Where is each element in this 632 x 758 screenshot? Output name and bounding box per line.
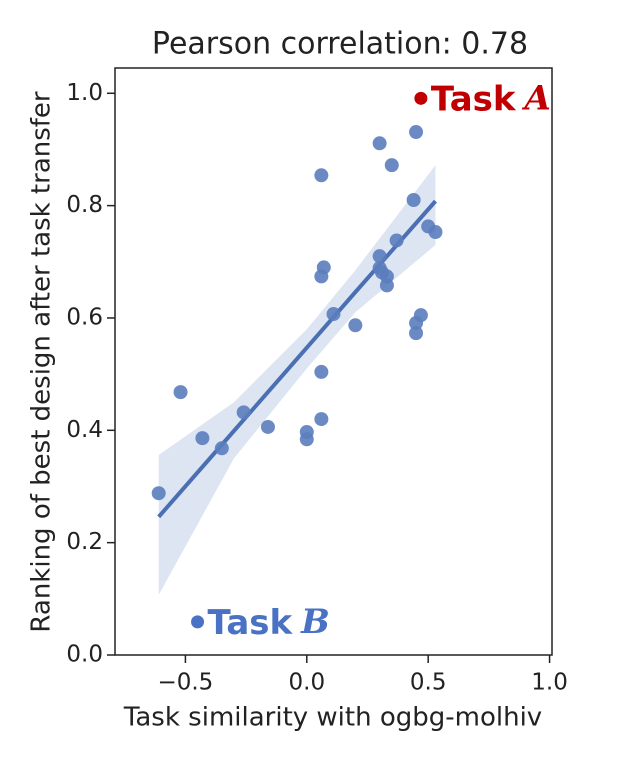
- annotation: Task A: [431, 78, 551, 119]
- point: [413, 308, 428, 323]
- x-tick-label: 0.0: [289, 670, 326, 696]
- point: [389, 233, 404, 248]
- x-tick-label: 1.0: [531, 670, 568, 696]
- y-tick-label: 0.6: [66, 304, 103, 330]
- x-tick-label: 0.5: [410, 670, 447, 696]
- y-tick-label: 1.0: [66, 80, 103, 106]
- point: [379, 278, 394, 293]
- point: [173, 385, 188, 400]
- point: [236, 405, 251, 420]
- point: [260, 419, 275, 434]
- x-axis-label: Task similarity with ogbg-molhiv: [123, 703, 542, 733]
- annotation-label: Task: [208, 602, 294, 642]
- y-tick-label: 0.4: [66, 417, 103, 443]
- point: [428, 225, 443, 240]
- point: [409, 326, 424, 341]
- x-tick-label: −0.5: [157, 670, 213, 696]
- chart-title: Pearson correlation: 0.78: [152, 27, 528, 62]
- point: [314, 168, 329, 183]
- annotation-letter: B: [300, 602, 330, 642]
- point: [299, 432, 314, 447]
- annotation: Task B: [208, 602, 330, 643]
- point: [372, 136, 387, 151]
- point: [316, 260, 331, 275]
- annotated-point: [414, 91, 428, 105]
- point: [195, 431, 210, 446]
- point: [314, 364, 329, 379]
- y-tick-label: 0.0: [66, 642, 103, 668]
- point: [314, 412, 329, 427]
- point: [348, 318, 363, 333]
- point: [384, 158, 399, 173]
- annotated-point: [191, 615, 205, 629]
- point: [326, 307, 341, 322]
- plot-frame: [114, 67, 553, 656]
- point: [372, 249, 387, 264]
- point: [151, 486, 166, 501]
- annotation-letter: A: [522, 78, 551, 118]
- point: [409, 125, 424, 140]
- y-tick-label: 0.2: [66, 529, 103, 555]
- point: [214, 441, 229, 456]
- annotation-label: Task: [431, 79, 517, 119]
- y-tick-label: 0.8: [66, 192, 103, 218]
- y-axis-label: Ranking of best design after task transf…: [27, 91, 57, 633]
- regression-line: [157, 199, 437, 519]
- point: [406, 193, 421, 208]
- confidence-band: [158, 165, 436, 595]
